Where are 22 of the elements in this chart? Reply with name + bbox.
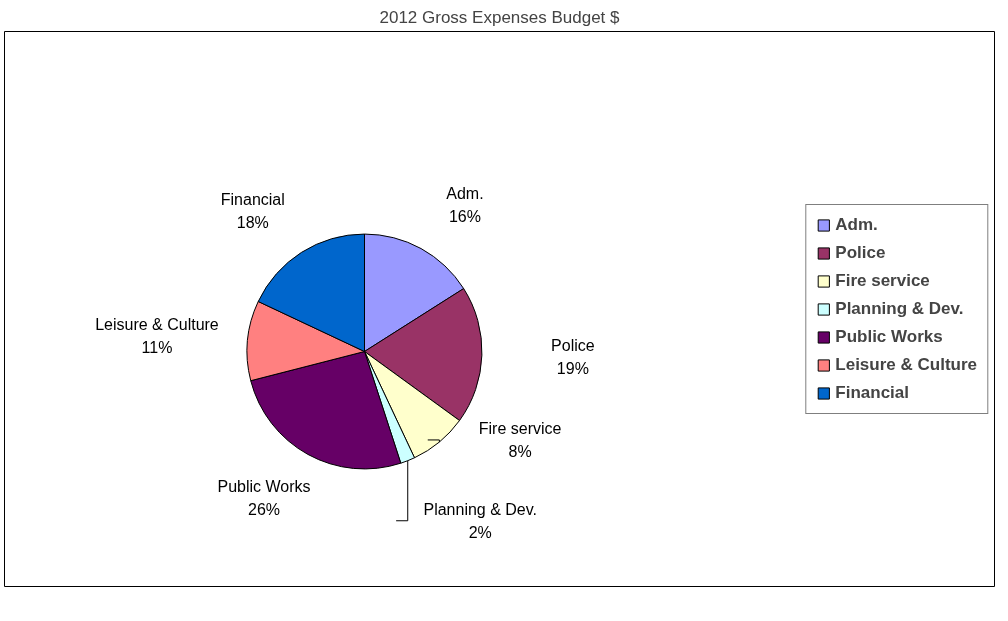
slice-label: Fire service	[478, 419, 562, 437]
legend-label: Fire service	[835, 270, 930, 291]
data-label: 2%	[468, 523, 492, 541]
slice-label: Public Works	[217, 477, 311, 495]
slice-label: Financial	[220, 190, 285, 208]
slice-label: Police	[551, 336, 595, 354]
legend-label: Financial	[835, 382, 909, 403]
legend-label: Police	[835, 242, 886, 263]
data-label: 18%	[236, 213, 269, 231]
slice-label: Planning & Dev.	[423, 500, 538, 518]
slice-label: Leisure & Culture	[95, 315, 219, 333]
legend-label: Public Works	[835, 326, 943, 347]
legend-label: Adm.	[835, 214, 878, 235]
data-label: 8%	[508, 442, 532, 460]
legend-label: Planning & Dev.	[835, 298, 964, 319]
data-label: 26%	[248, 500, 281, 518]
data-label: 11%	[141, 338, 173, 356]
data-label: 16%	[448, 208, 481, 226]
data-label: 19%	[556, 359, 589, 377]
slice-label: Adm.	[446, 185, 484, 203]
chart-title: 2012 Gross Expenses Budget $	[379, 7, 621, 27]
legend-label: Leisure & Culture	[835, 354, 977, 375]
